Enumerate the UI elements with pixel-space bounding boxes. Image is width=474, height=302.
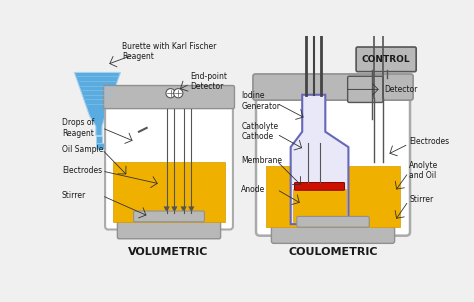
Text: VOLUMETRIC: VOLUMETRIC: [128, 247, 209, 257]
FancyBboxPatch shape: [272, 226, 395, 243]
Polygon shape: [171, 206, 177, 213]
Polygon shape: [181, 206, 187, 213]
Polygon shape: [266, 165, 400, 227]
Polygon shape: [134, 107, 140, 143]
Polygon shape: [96, 136, 102, 149]
FancyBboxPatch shape: [347, 76, 383, 102]
Circle shape: [173, 88, 183, 98]
FancyBboxPatch shape: [256, 77, 410, 236]
Polygon shape: [164, 206, 170, 213]
Text: Anode: Anode: [241, 185, 265, 194]
Text: Catholyte
Cathode: Catholyte Cathode: [241, 122, 279, 141]
Polygon shape: [134, 155, 140, 162]
FancyBboxPatch shape: [297, 217, 369, 227]
Text: CONTROL: CONTROL: [362, 55, 410, 64]
Text: Membrane: Membrane: [241, 156, 283, 165]
Text: Anolyte
and Oil: Anolyte and Oil: [409, 161, 438, 180]
FancyBboxPatch shape: [253, 74, 413, 100]
Text: Iodine
Generator: Iodine Generator: [241, 91, 281, 111]
FancyBboxPatch shape: [134, 211, 204, 222]
FancyBboxPatch shape: [103, 85, 235, 109]
Circle shape: [166, 88, 175, 98]
Text: Detector: Detector: [384, 85, 418, 94]
Polygon shape: [74, 72, 120, 136]
Text: Oil Sample: Oil Sample: [62, 145, 103, 154]
Text: Burette with Karl Fischer
Reagent: Burette with Karl Fischer Reagent: [122, 42, 217, 61]
Polygon shape: [291, 95, 348, 224]
Text: Stirrer: Stirrer: [409, 195, 434, 204]
Text: Electrodes: Electrodes: [409, 137, 449, 146]
FancyBboxPatch shape: [105, 88, 233, 230]
Text: COULOMETRIC: COULOMETRIC: [288, 247, 378, 257]
FancyBboxPatch shape: [294, 182, 345, 190]
FancyBboxPatch shape: [118, 222, 220, 239]
Polygon shape: [293, 189, 346, 222]
Text: Drops of
Reagent: Drops of Reagent: [62, 118, 94, 138]
FancyBboxPatch shape: [356, 47, 416, 72]
Polygon shape: [134, 126, 141, 149]
Polygon shape: [188, 206, 194, 213]
Text: Electrodes: Electrodes: [62, 166, 102, 175]
Polygon shape: [96, 143, 137, 149]
Polygon shape: [113, 162, 225, 222]
Circle shape: [131, 130, 144, 143]
Text: Stirrer: Stirrer: [62, 191, 86, 200]
Text: End-point
Detector: End-point Detector: [190, 72, 227, 92]
